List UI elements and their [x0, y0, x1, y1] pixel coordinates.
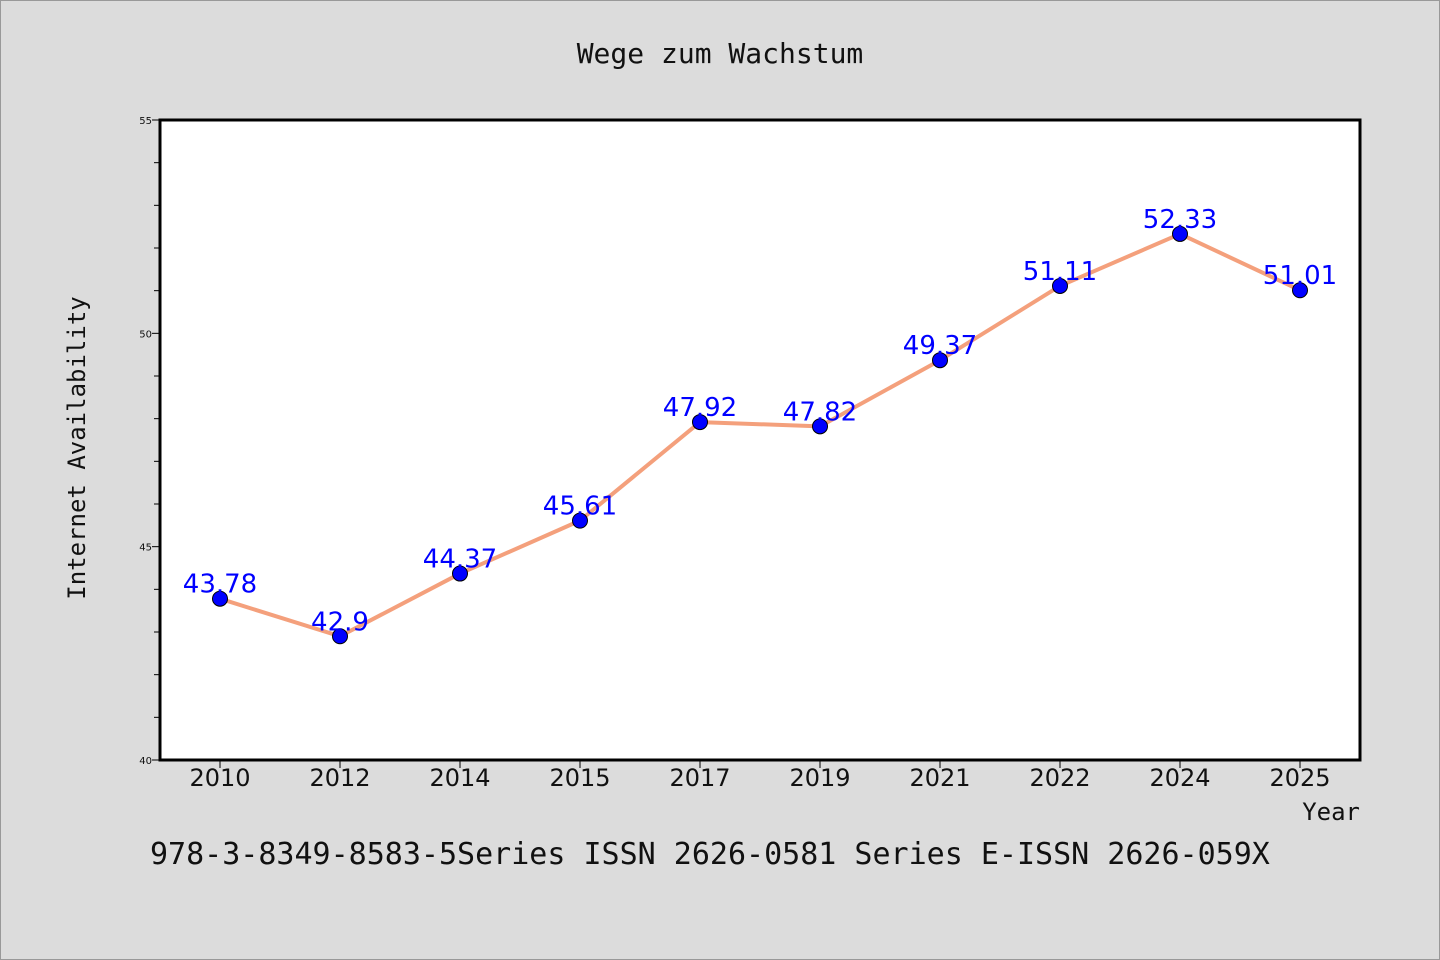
ticks-layer: 40 45 50 55 2010 2012 2014 2015 2017 2019 2021 2022… — [139, 116, 1330, 792]
x-tick-label: 2014 — [429, 764, 490, 792]
data-label: 51.11 — [1023, 257, 1097, 287]
data-point-marker — [1172, 225, 1188, 242]
x-tick-label: 2010 — [189, 764, 250, 792]
y-axis-title: Internet Availability — [63, 296, 91, 599]
data-label: 47.82 — [783, 397, 857, 427]
data-point-marker — [1292, 282, 1308, 299]
data-label: 51.01 — [1263, 261, 1337, 291]
data-label: 49.37 — [903, 331, 977, 361]
plot-area — [158, 118, 1362, 762]
data-label-layer: 43.78 42.9 44.37 45.61 47.92 47.82 49.37 51.11 5… — [183, 205, 1337, 637]
data-point-marker — [212, 590, 228, 607]
data-point-marker — [692, 414, 708, 431]
x-tick-label: 2019 — [789, 764, 850, 792]
data-label: 52.33 — [1143, 205, 1217, 235]
y-tick-label: 45 — [139, 543, 152, 554]
x-tick-label: 2022 — [1029, 764, 1090, 792]
data-label: 47.92 — [663, 393, 737, 423]
chart-title: Wege zum Wachstum — [577, 37, 864, 70]
x-tick-label: 2024 — [1149, 764, 1210, 792]
footer-isbn-issn: 978-3-8349-8583-5Series ISSN 2626-0581 S… — [150, 837, 1270, 872]
x-axis-title: Year — [1302, 798, 1360, 826]
data-label: 44.37 — [423, 545, 497, 575]
data-point-marker — [812, 418, 828, 435]
x-tick-label: 2025 — [1269, 764, 1330, 792]
series-line — [218, 231, 1302, 639]
series-line-layer — [218, 231, 1302, 639]
x-tick-label: 2015 — [549, 764, 610, 792]
data-point-marker — [452, 565, 468, 582]
y-tick-label: 50 — [139, 329, 152, 340]
data-point-marker — [932, 352, 948, 369]
data-label: 42.9 — [311, 607, 369, 637]
data-label: 45.61 — [543, 492, 617, 522]
x-tick-label: 2017 — [669, 764, 730, 792]
y-tick-label: 55 — [139, 116, 152, 127]
data-point-marker — [1052, 277, 1068, 294]
data-point-marker — [572, 512, 588, 529]
x-tick-label: 2021 — [909, 764, 970, 792]
y-tick-label: 40 — [139, 756, 152, 767]
data-point-marker — [332, 628, 348, 645]
x-tick-label: 2012 — [309, 764, 370, 792]
marker-layer — [212, 225, 1308, 645]
data-label: 43.78 — [183, 570, 257, 600]
